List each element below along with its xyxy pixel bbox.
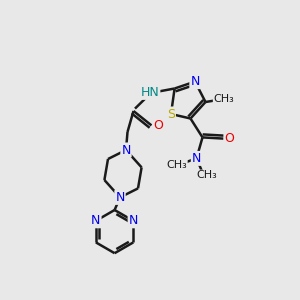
Text: O: O [153, 119, 163, 133]
Text: HN: HN [141, 86, 159, 99]
Text: CH₃: CH₃ [196, 170, 218, 181]
Text: N: N [115, 191, 125, 204]
Text: N: N [121, 143, 131, 157]
Text: N: N [192, 152, 201, 165]
Text: CH₃: CH₃ [214, 94, 235, 104]
Text: S: S [167, 107, 175, 121]
Text: O: O [225, 131, 234, 145]
Text: N: N [91, 214, 101, 227]
Text: CH₃: CH₃ [166, 160, 187, 170]
Text: N: N [129, 214, 138, 227]
Text: N: N [190, 75, 200, 88]
